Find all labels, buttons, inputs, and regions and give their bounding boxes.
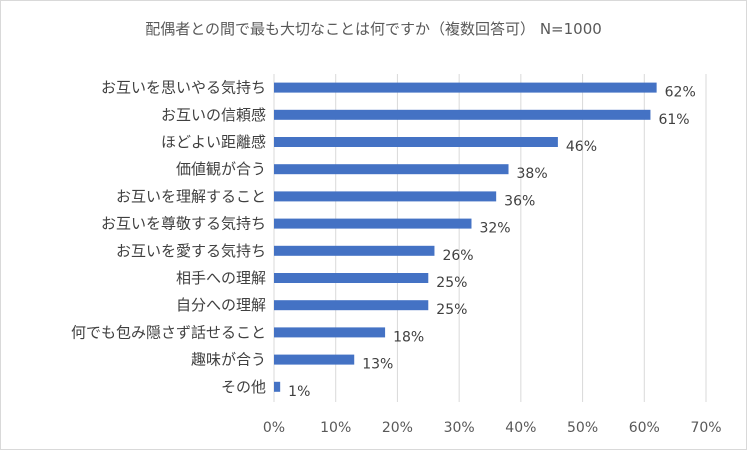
bar — [274, 164, 509, 175]
data-label: 1% — [288, 384, 310, 400]
data-label: 18% — [393, 329, 424, 345]
category-label: 何でも包み隠さず話せること — [71, 323, 266, 341]
category-label: お互いを理解すること — [116, 187, 266, 205]
category-label: お互いの信頼感 — [161, 106, 266, 124]
data-label: 38% — [517, 166, 548, 182]
bar — [274, 300, 429, 311]
x-tick-label: 20% — [382, 420, 413, 436]
bar — [274, 327, 386, 338]
category-label: その他 — [221, 378, 266, 396]
x-tick-label: 30% — [444, 420, 475, 436]
category-label: 趣味が合う — [191, 351, 266, 369]
x-tick-label: 40% — [505, 420, 536, 436]
data-label: 25% — [436, 275, 467, 291]
data-label: 46% — [566, 139, 597, 155]
bar — [274, 191, 497, 202]
bar — [274, 82, 657, 93]
category-label: お互いを思いやる気持ち — [101, 79, 266, 97]
x-tick-label: 70% — [690, 420, 721, 436]
data-label: 32% — [479, 221, 510, 237]
category-label: 相手への理解 — [176, 269, 266, 287]
bar — [274, 218, 472, 229]
category-label: 価値観が合う — [176, 160, 266, 178]
bar — [274, 381, 281, 392]
data-label: 62% — [665, 85, 696, 101]
x-tick-label: 0% — [263, 420, 285, 436]
data-label: 36% — [504, 193, 535, 209]
bar — [274, 109, 651, 120]
bar — [274, 245, 435, 256]
category-label: お互いを愛する気持ち — [116, 242, 266, 260]
chart-title: 配偶者との間で最も大切なことは何ですか（複数回答可） N=1000 — [145, 20, 602, 38]
bar — [274, 273, 429, 283]
category-label: お互いを尊敬する気持ち — [101, 215, 266, 233]
x-tick-label: 60% — [629, 420, 660, 436]
data-label: 26% — [442, 248, 473, 264]
category-label: 自分への理解 — [176, 296, 266, 314]
x-tick-label: 10% — [320, 420, 351, 436]
bar — [274, 354, 355, 365]
data-label: 13% — [362, 357, 393, 373]
x-tick-label: 50% — [567, 420, 598, 436]
data-label: 25% — [436, 302, 467, 318]
bar — [274, 137, 558, 147]
data-label: 61% — [658, 112, 689, 128]
category-label: ほどよい距離感 — [161, 133, 266, 151]
